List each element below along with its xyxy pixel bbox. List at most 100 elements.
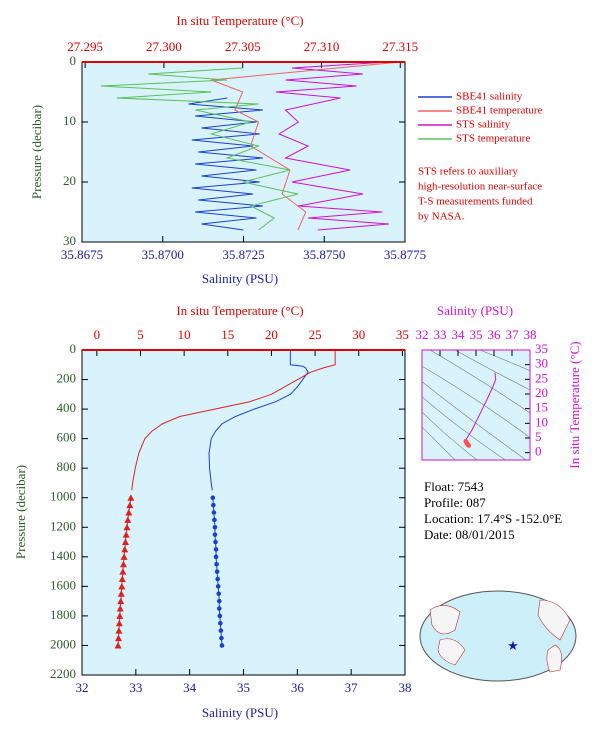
marker <box>114 641 122 649</box>
y-tick-label: 30 <box>63 233 76 248</box>
y-tick-label: 2200 <box>50 666 76 681</box>
marker <box>116 605 124 612</box>
y-tick-label: 20 <box>63 173 76 188</box>
map-land <box>546 644 562 673</box>
marker <box>117 597 125 605</box>
y-tick-label: 200 <box>57 371 77 386</box>
marker <box>118 575 126 582</box>
x2-tick-label: 27.305 <box>225 39 261 54</box>
x2-tick-label: 27.295 <box>67 39 103 54</box>
marker <box>121 538 129 546</box>
y2-tick-label: 10 <box>535 414 548 429</box>
x2-axis-title: In situ Temperature (°C) <box>176 13 303 28</box>
y2-tick-label: 0 <box>535 444 542 459</box>
x2-tick-label: 10 <box>178 327 191 342</box>
x-tick-label: 35.8775 <box>384 247 426 262</box>
marker <box>212 517 217 523</box>
x2-tick-label: 34 <box>452 327 466 342</box>
map-land <box>537 599 571 641</box>
x2-tick-label: 27.315 <box>382 39 418 54</box>
plot-frame <box>421 349 531 461</box>
note-line: T-S measurements funded <box>418 196 533 208</box>
note-line: by NASA. <box>418 211 465 223</box>
x2-axis-title: Salinity (PSU) <box>437 303 513 318</box>
x2-tick-label: 36 <box>488 327 502 342</box>
marker <box>466 443 472 448</box>
x2-tick-label: 32 <box>416 327 429 342</box>
y-tick-label: 1400 <box>50 548 76 563</box>
marker <box>215 576 220 582</box>
marker <box>214 561 219 567</box>
float-info: Float: 7543 Profile: 087 Location: 17.4°… <box>424 479 562 542</box>
legend-label: SBE41 temperature <box>456 105 543 117</box>
marker <box>215 584 221 589</box>
x-tick-label: 35.8750 <box>303 247 345 262</box>
x-tick-label: 35.8700 <box>142 247 184 262</box>
info-profile: Profile: 087 <box>424 495 486 510</box>
x-tick-label: 35 <box>237 680 250 695</box>
marker <box>125 509 133 516</box>
marker <box>216 591 222 597</box>
density-contours <box>422 350 530 460</box>
marker <box>114 634 122 642</box>
plot-bg <box>82 350 405 675</box>
profile-line <box>100 67 298 231</box>
x2-tick-label: 35 <box>470 327 483 342</box>
x-tick-label: 36 <box>291 680 305 695</box>
marker <box>216 598 222 604</box>
y2-tick-label: 20 <box>535 385 548 400</box>
x-tick-label: 35.8725 <box>222 247 264 262</box>
marker <box>216 606 222 611</box>
marker <box>119 560 127 568</box>
x-tick-label: 37 <box>345 680 359 695</box>
legend-label: STS salinity <box>456 119 511 131</box>
info-date: Date: 08/01/2015 <box>424 527 515 542</box>
y-tick-label: 0 <box>70 341 77 356</box>
marker <box>211 502 216 508</box>
marker <box>213 554 219 560</box>
marker <box>211 510 217 515</box>
note-line: STS refers to auxiliary <box>418 166 518 178</box>
marker <box>217 613 223 619</box>
y-axis-title: Pressure (decibar) <box>29 105 44 199</box>
profile-line <box>188 97 263 231</box>
x2-tick-label: 25 <box>309 327 322 342</box>
x2-tick-label: 27.300 <box>146 39 182 54</box>
y2-tick-label: 25 <box>535 370 548 385</box>
profile-line <box>85 61 401 231</box>
marker <box>213 539 218 545</box>
y2-tick-label: 5 <box>535 429 542 444</box>
y-tick-label: 800 <box>57 459 77 474</box>
x-tick-label: 38 <box>399 680 412 695</box>
marker <box>210 495 216 501</box>
legend-label: STS temperature <box>456 133 530 145</box>
marker <box>120 553 128 560</box>
marker <box>213 547 219 552</box>
x-tick-label: 35.8675 <box>61 247 103 262</box>
x2-tick-label: 37 <box>506 327 520 342</box>
legend-label: SBE41 salinity <box>456 91 523 103</box>
x-axis-title: Salinity (PSU) <box>202 271 278 286</box>
marker <box>115 627 123 634</box>
marker <box>122 531 130 538</box>
y-tick-label: 1200 <box>50 518 76 533</box>
marker <box>116 612 124 619</box>
info-location: Location: 17.4°S -152.0°E <box>424 511 562 526</box>
note-line: high-resolution near-surface <box>418 181 542 193</box>
x-axis-title: Salinity (PSU) <box>202 705 278 720</box>
y-tick-label: 400 <box>57 400 77 415</box>
ts-line <box>464 372 497 441</box>
marker <box>123 523 131 531</box>
y-tick-label: 1000 <box>50 489 76 504</box>
marker <box>127 494 135 501</box>
y2-tick-label: 35 <box>535 341 548 356</box>
marker <box>219 643 225 648</box>
marker <box>121 545 129 553</box>
profile-line <box>131 350 336 491</box>
x2-tick-label: 5 <box>137 327 144 342</box>
profile-line <box>275 61 389 231</box>
marker <box>218 628 224 633</box>
x-tick-label: 33 <box>129 680 142 695</box>
marker <box>214 569 220 574</box>
x2-tick-label: 35 <box>396 327 409 342</box>
